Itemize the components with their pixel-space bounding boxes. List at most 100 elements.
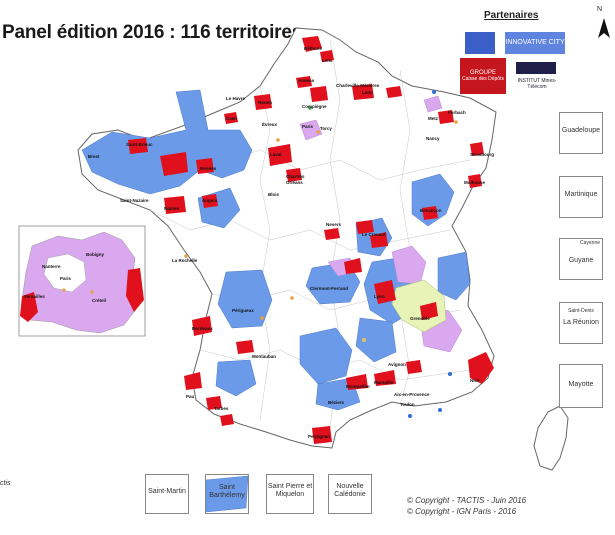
city-label-avignon: Avignon <box>388 362 406 367</box>
inset-guyane: Cayenne Guyane <box>559 238 603 280</box>
territory-montauban-east <box>299 327 353 385</box>
city-label-angers: Angers <box>202 198 218 203</box>
city-label-perigueux: Périgueux <box>232 308 254 313</box>
inset-label-mayotte: Mayotte <box>568 381 594 388</box>
territory-saint-barthelemy <box>205 475 249 513</box>
city-label-bethune: Béthune <box>304 46 322 51</box>
city-label-orleans: Orléans <box>286 180 303 185</box>
city-label-paris: Paris <box>302 124 314 129</box>
city-label-nantes: Nantes <box>164 206 180 211</box>
inset-label-la-reunion: La Réunion <box>563 318 599 326</box>
city-labels: Béthune Lens Amiens Charleville-Mézières… <box>88 46 494 439</box>
paris-inset-city-creteil: Créteil <box>92 298 106 303</box>
city-label-la-rochelle: La Rochelle <box>172 258 198 263</box>
city-label-pau: Pau <box>186 394 195 399</box>
city-label-strasbourg: Strasbourg <box>470 152 494 157</box>
small-territory-markers <box>184 90 458 418</box>
city-label-toulon: Toulon <box>400 402 415 407</box>
city-label-le-havre: Le Havre <box>226 96 246 101</box>
inset-la-reunion: Saint-Denis La Réunion <box>559 302 603 344</box>
city-label-rennes: Rennes <box>200 166 217 171</box>
map-title: Panel édition 2016 : 116 territoires <box>2 22 303 43</box>
paris-inset-city-versailles: Versailles <box>24 294 45 299</box>
paris-inset-city-nanterre: Nanterre <box>42 264 61 269</box>
mines-telecom-logo-icon <box>516 62 556 74</box>
partner-innovative-city-logo: INNOVATIVE CITY <box>505 32 565 54</box>
city-label-compiegne: Compiègne <box>302 104 327 109</box>
city-label-charleville: Charleville-Mézières <box>336 83 380 88</box>
inset-nouvelle-caledonie: Nouvelle Calédonie <box>328 474 372 514</box>
partners-heading: Partenaires <box>484 10 539 21</box>
inset-label-saint-pierre: Saint Pierre et Miquelon <box>267 483 313 498</box>
city-label-brest: Brest <box>88 154 100 159</box>
inset-label-guadeloupe: Guadeloupe <box>561 127 601 134</box>
city-label-nice: Nice <box>470 378 480 383</box>
caisse-top-text: GROUPE <box>469 70 496 77</box>
inset-saint-martin: Saint-Martin <box>145 474 189 514</box>
city-label-clermont: Clermont-Ferrand <box>310 286 348 291</box>
city-label-blois: Blois <box>268 192 279 197</box>
city-label-amiens: Amiens <box>298 78 315 83</box>
city-label-le-creusot: Le Creusot <box>362 232 386 237</box>
city-label-saint-brieuc: Saint-Brieuc <box>126 142 153 147</box>
inset-martinique: Martinique <box>559 176 603 218</box>
inset-city-saint-denis: Saint-Denis <box>568 308 594 314</box>
inset-label-martinique: Martinique <box>564 191 598 198</box>
city-label-lyon: Lyon <box>374 294 385 299</box>
source-note: ctis <box>0 480 11 487</box>
partner-logo-icon <box>465 32 495 54</box>
city-label-forbach: Forbach <box>448 110 466 115</box>
city-label-nancy: Nancy <box>426 136 440 141</box>
copyright-tactis: © Copyright - TACTIS - Juin 2016 <box>407 496 527 505</box>
north-label: N <box>597 6 603 13</box>
city-label-aix-en-provence: Aix-en-Provence <box>394 392 430 397</box>
paris-inset-city-bobigny: Bobigny <box>86 252 104 257</box>
partner-caisse-des-depots-logo: GROUPE Caisse des Dépôts <box>460 58 506 94</box>
territory-perigueux <box>217 269 273 329</box>
city-label-caen: Caen <box>226 116 237 121</box>
city-label-chartres: Chartres <box>286 174 305 179</box>
city-label-grenoble: Grenoble <box>410 316 430 321</box>
city-label-rouen: Rouen <box>258 100 272 105</box>
city-label-bordeaux: Bordeaux <box>192 326 213 331</box>
city-label-torcy: Torcy <box>320 126 332 131</box>
inset-city-cayenne: Cayenne <box>579 240 600 246</box>
city-label-perpignan: Perpignan <box>308 434 330 439</box>
corsica-outline <box>533 405 569 471</box>
city-label-montauban: Montauban <box>252 354 276 359</box>
city-label-beziers: Béziers <box>328 400 345 405</box>
inset-saint-barthelemy: Saint Barthélemy <box>205 474 249 514</box>
paris-inset: Nanterre Bobigny Paris Versailles Crétei… <box>18 225 146 337</box>
inset-label-nouvelle-caledonie: Nouvelle Calédonie <box>334 483 366 498</box>
north-arrow-icon <box>598 18 610 38</box>
inset-guadeloupe: Guadeloupe <box>559 112 603 154</box>
city-label-laon: Laon <box>362 90 373 95</box>
city-label-laval: Laval <box>270 152 282 157</box>
city-label-lens: Lens <box>322 58 333 63</box>
paris-red-west <box>20 292 38 322</box>
inset-label-saint-martin: Saint-Martin <box>148 488 186 495</box>
city-label-montpellier: Montpellier <box>346 384 370 389</box>
inset-saint-pierre-et-miquelon: Saint Pierre et Miquelon <box>266 474 314 514</box>
copyright-ign: © Copyright - IGN Paris - 2016 <box>407 507 517 516</box>
partner-mines-telecom-logo: INSTITUT Mines-Télécom <box>517 78 557 90</box>
paris-center <box>43 253 87 293</box>
city-label-besancon: Besançon <box>420 208 442 213</box>
alpine-green-territory <box>391 279 447 333</box>
paris-red-east <box>126 268 144 312</box>
territory-pau-north <box>215 359 257 397</box>
territory-drome <box>355 317 397 363</box>
city-label-nevers: Nevers <box>326 222 342 227</box>
city-label-marseille: Marseille <box>374 380 394 385</box>
city-label-tarbes: Tarbes <box>214 406 229 411</box>
paris-inset-marker <box>62 288 66 292</box>
territory-besancon <box>411 173 455 227</box>
city-label-saint-nazaire: Saint-Nazaire <box>120 198 149 203</box>
territory-savoie <box>437 251 471 301</box>
city-label-metz: Metz <box>428 116 439 121</box>
inset-mayotte: Mayotte <box>559 364 603 408</box>
caisse-bottom-text: Caisse des Dépôts <box>462 75 504 82</box>
paris-inset-city-paris: Paris <box>60 276 72 281</box>
inset-label-saint-barthelemy: Saint Barthélemy <box>209 484 245 499</box>
